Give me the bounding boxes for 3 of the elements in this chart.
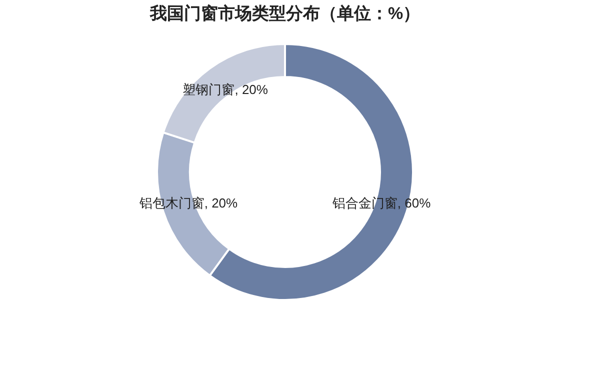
slice-label: 塑钢门窗, 20% xyxy=(182,82,268,97)
slice-label: 铝包木门窗, 20% xyxy=(138,195,238,210)
chart-title: 我国门窗市场类型分布（单位：%） xyxy=(148,4,420,23)
